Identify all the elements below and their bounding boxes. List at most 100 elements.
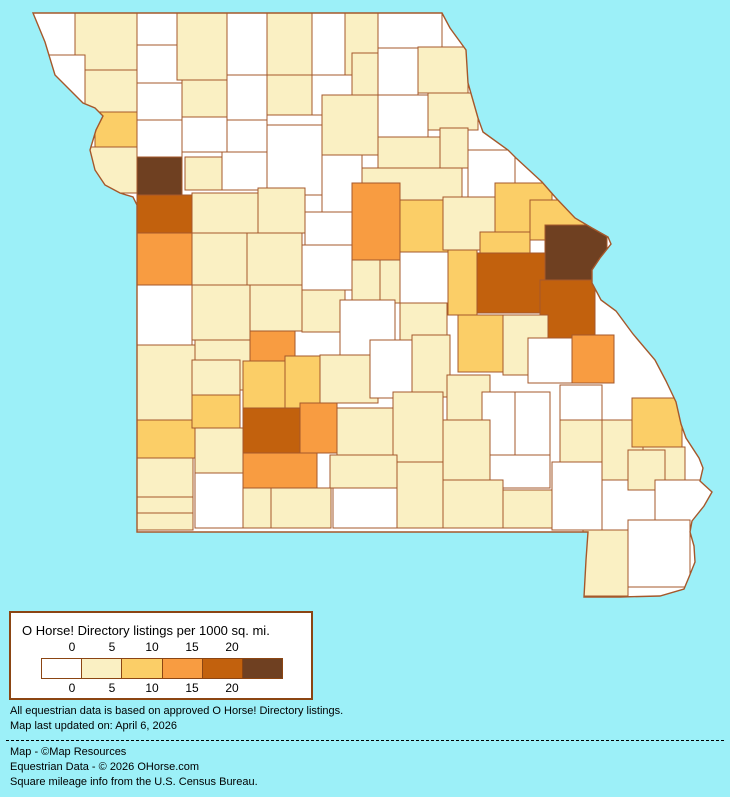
- county-cell: [257, 187, 306, 234]
- legend-tick-label: 0: [68, 681, 76, 695]
- county-cell: [336, 407, 394, 456]
- last-updated-note: Map last updated on: April 6, 2026: [10, 720, 177, 732]
- county-cell: [377, 13, 443, 54]
- county-cell: [136, 284, 193, 346]
- legend-tick-label: 5: [108, 640, 116, 654]
- legend-swatch: [201, 659, 242, 678]
- county-cell: [136, 44, 183, 84]
- county-cell: [266, 124, 323, 196]
- county-cell: [94, 111, 138, 148]
- county-cell: [191, 284, 251, 341]
- county-cell: [181, 116, 228, 153]
- legend-swatch: [42, 659, 82, 678]
- county-cell: [311, 13, 346, 76]
- county-cell: [136, 232, 193, 286]
- county-cell: [176, 13, 228, 81]
- county-cell: [266, 74, 313, 116]
- legend-swatch: [241, 659, 283, 678]
- county-cell: [439, 127, 469, 169]
- county-cell: [191, 359, 241, 396]
- county-cell: [582, 529, 629, 597]
- legend-tick-label: 5: [108, 681, 116, 695]
- county-cell: [249, 284, 303, 332]
- legend-swatch: [161, 659, 202, 678]
- county-cell: [392, 391, 444, 463]
- county-cell: [191, 192, 259, 234]
- county-cell: [136, 344, 196, 421]
- county-cell: [571, 334, 615, 384]
- county-cell: [551, 461, 603, 531]
- county-cell: [191, 232, 248, 286]
- county-cell: [539, 279, 596, 339]
- data-source-attribution: Equestrian Data - © 2026 OHorse.com: [10, 761, 200, 773]
- county-cell: [136, 82, 183, 121]
- county-cell: [242, 452, 318, 489]
- county-cell: [411, 334, 451, 398]
- county-cell: [527, 337, 573, 384]
- county-cell: [417, 46, 469, 94]
- county-cell: [631, 397, 683, 448]
- county-cell: [351, 182, 401, 261]
- county-cell: [457, 314, 504, 373]
- legend-tick-label: 10: [145, 640, 159, 654]
- county-cell: [332, 487, 398, 529]
- county-cell: [299, 402, 338, 454]
- county-cell: [514, 391, 551, 459]
- county-cell: [226, 119, 268, 153]
- county-cell: [399, 251, 449, 304]
- county-cell: [627, 519, 691, 588]
- missouri-choropleth-map: [31, 12, 713, 598]
- county-cell: [242, 407, 301, 454]
- county-cell: [33, 54, 86, 111]
- county-cell: [266, 13, 313, 76]
- county-cell: [559, 384, 603, 421]
- county-cell: [329, 454, 398, 489]
- county-cell: [181, 79, 228, 118]
- county-cell: [242, 487, 272, 529]
- county-cell: [136, 194, 193, 234]
- county-cell: [442, 419, 491, 481]
- county-cell: [134, 419, 196, 459]
- county-cell: [351, 259, 381, 303]
- county-cell: [442, 479, 504, 529]
- county-cell: [377, 94, 429, 138]
- county-cell: [242, 360, 286, 409]
- county-cell: [221, 151, 268, 191]
- county-cell: [284, 355, 321, 409]
- county-cell: [377, 136, 441, 169]
- county-cell: [136, 13, 178, 46]
- county-cell: [136, 457, 194, 498]
- county-cell: [377, 47, 419, 96]
- county-cell: [194, 472, 244, 529]
- legend-tick-label: 10: [145, 681, 159, 695]
- county-cell: [246, 232, 303, 289]
- legend-color-ramp: [41, 658, 283, 679]
- county-cell: [396, 461, 444, 529]
- county-cell: [191, 394, 241, 429]
- county-cell: [136, 496, 194, 514]
- county-cell: [399, 302, 448, 341]
- mileage-source-attribution: Square mileage info from the U.S. Census…: [10, 776, 258, 788]
- county-cell: [270, 487, 332, 529]
- legend-box: O Horse! Directory listings per 1000 sq.…: [9, 611, 313, 700]
- legend-ticks-bottom: 0 5 10 15 20: [11, 682, 311, 695]
- county-cell: [502, 489, 561, 529]
- county-cell: [447, 249, 478, 316]
- county-cell: [321, 94, 379, 156]
- legend-tick-label: 15: [185, 681, 199, 695]
- dashed-divider: [6, 740, 724, 741]
- county-cell: [559, 419, 603, 463]
- legend-tick-label: 20: [225, 681, 239, 695]
- county-cell: [184, 156, 223, 191]
- county-cell: [136, 119, 183, 158]
- county-cell: [136, 512, 194, 531]
- map-source-attribution: Map - ©Map Resources: [10, 746, 127, 758]
- legend-swatch: [81, 659, 122, 678]
- county-cell: [301, 289, 346, 333]
- data-disclaimer-note: All equestrian data is based on approved…: [10, 705, 344, 717]
- legend-title: O Horse! Directory listings per 1000 sq.…: [22, 623, 270, 638]
- legend-tick-label: 20: [225, 640, 239, 654]
- county-cell: [226, 74, 268, 121]
